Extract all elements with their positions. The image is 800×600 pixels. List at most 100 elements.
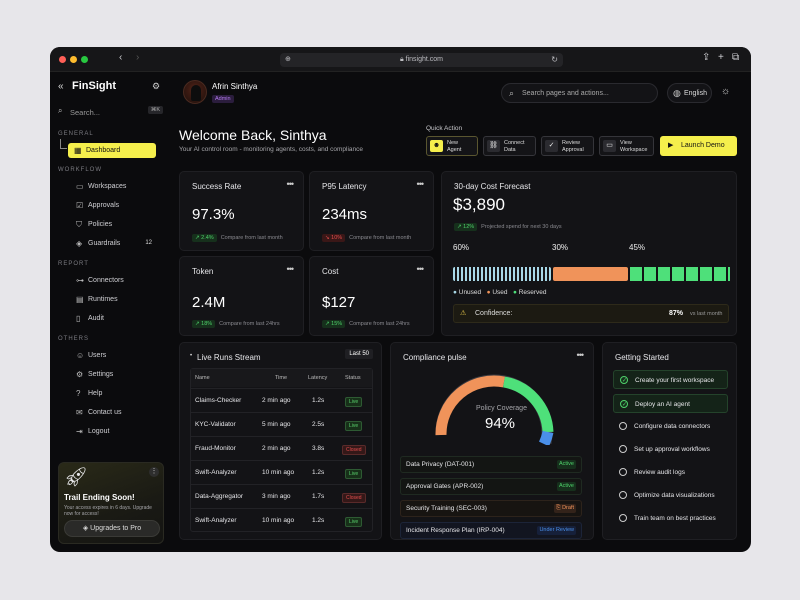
more-icon[interactable]: ••• bbox=[576, 350, 585, 360]
run-name: Fraud-Monitor bbox=[195, 445, 236, 452]
sidebar-item-help[interactable]: ? Help bbox=[74, 386, 156, 401]
plug-icon: ⊶ bbox=[76, 276, 84, 285]
launch-demo-button[interactable]: ▶ Launch Demo bbox=[660, 136, 737, 156]
url-bar[interactable]: ⊕ 🔒︎ finsight.com ↻ bbox=[280, 53, 563, 67]
forecast-bar bbox=[453, 267, 730, 281]
sidebar-item-contact[interactable]: ✉ Contact us bbox=[74, 405, 156, 420]
policy-item[interactable]: Approval Gates (APR-002) Active bbox=[400, 478, 582, 495]
back-icon[interactable]: ‹ bbox=[119, 52, 123, 63]
legend-used: Used bbox=[492, 289, 508, 296]
runs-filter[interactable]: Last 50 bbox=[345, 349, 373, 359]
review-approval-button[interactable]: ✓ Review Approval bbox=[541, 136, 594, 156]
checklist-item[interactable]: Configure data connectors bbox=[613, 417, 728, 436]
delta-note: Projected spend for next 30 days bbox=[481, 224, 562, 230]
table-row[interactable]: Swift-Analyzer 10 min ago 1.2s Live bbox=[191, 508, 372, 531]
upgrade-button[interactable]: ◈ Upgrades to Pro bbox=[64, 520, 160, 537]
table-row[interactable]: Swift-Analyzer 10 min ago 1.2s Live bbox=[191, 460, 372, 483]
delta-note: Compare from last month bbox=[349, 235, 412, 241]
cost-card: Cost ••• $127 ↗ 15% Compare from last 24h… bbox=[309, 256, 434, 336]
sidebar-item-workspaces[interactable]: ▭ Workspaces bbox=[74, 179, 156, 194]
table-row[interactable]: KYC-Validator 5 min ago 2.5s Live bbox=[191, 412, 372, 435]
policy-status-label: Draft bbox=[562, 505, 574, 511]
checklist-item[interactable]: Optimize data visualizations bbox=[613, 486, 728, 505]
connect-data-line2: Data bbox=[504, 147, 516, 153]
checklist-item[interactable]: Set up approval workflows bbox=[613, 440, 728, 459]
sidebar-item-label: Connectors bbox=[88, 277, 124, 284]
collapse-sidebar-icon[interactable]: « bbox=[58, 81, 64, 92]
sidebar-item-policies[interactable]: ⛉ Policies bbox=[74, 217, 156, 232]
tabs-icon[interactable]: ⧉ bbox=[732, 52, 740, 63]
sidebar-search[interactable]: ⌕ Search... ⌘K bbox=[58, 105, 163, 119]
policy-item[interactable]: Security Training (SEC-003) ⎘ Draft bbox=[400, 500, 582, 517]
maximize-window-button[interactable] bbox=[81, 56, 88, 63]
checklist-item[interactable]: Create your first workspace bbox=[613, 370, 728, 391]
reload-icon[interactable]: ↻ bbox=[551, 55, 558, 64]
share-icon[interactable]: ⇪ bbox=[702, 52, 711, 63]
sidebar-item-label: Policies bbox=[88, 221, 113, 228]
policy-status-badge: Under Review bbox=[537, 526, 576, 535]
legend-unused: Unused bbox=[458, 289, 482, 296]
policy-name: Security Training (SEC-003) bbox=[406, 505, 487, 512]
runs-table: Name Time Latency Status Claims-Checker … bbox=[190, 368, 373, 532]
checklist-item[interactable]: Train team on best practices bbox=[613, 509, 728, 528]
theme-toggle-icon[interactable]: ☼ bbox=[721, 86, 731, 97]
connect-data-button[interactable]: ⛓ Connect Data bbox=[483, 136, 536, 156]
status-badge: Closed bbox=[342, 445, 366, 455]
global-search[interactable]: ⌕ Search pages and actions... bbox=[501, 83, 658, 103]
checklist-item[interactable]: Review audit logs bbox=[613, 463, 728, 482]
view-workspace-button[interactable]: ▭ View Workspace bbox=[599, 136, 654, 156]
sidebar-item-guardrails[interactable]: ◈ Guardrails 12 bbox=[74, 236, 156, 251]
avatar[interactable] bbox=[183, 80, 207, 104]
delta-value: 15% bbox=[331, 321, 343, 327]
policy-item[interactable]: Incident Response Plan (IRP-004) Under R… bbox=[400, 522, 582, 539]
sidebar: « FinSight ⚙ ⌕ Search... ⌘K GENERAL ▦ Da… bbox=[50, 72, 170, 552]
checklist-label: Review audit logs bbox=[634, 469, 685, 476]
getting-started-card: Getting Started Create your first worksp… bbox=[602, 342, 737, 540]
sidebar-item-users[interactable]: ☺ Users bbox=[74, 348, 156, 363]
col-status: Status bbox=[345, 375, 361, 381]
kebab-icon[interactable]: ⋮ bbox=[149, 467, 159, 477]
close-window-button[interactable] bbox=[59, 56, 66, 63]
card-title: Success Rate bbox=[192, 182, 242, 191]
guardrail-icon: ◈ bbox=[76, 239, 83, 248]
sidebar-item-approvals[interactable]: ☑ Approvals bbox=[74, 198, 156, 213]
sidebar-item-settings[interactable]: ⚙ Settings bbox=[74, 367, 156, 382]
sidebar-item-logout[interactable]: ⇥ Logout bbox=[74, 424, 156, 439]
more-icon[interactable]: ••• bbox=[416, 179, 425, 189]
legend-dot-reserved: ● bbox=[512, 289, 517, 296]
new-tab-icon[interactable]: + bbox=[718, 52, 724, 63]
sidebar-item-dashboard[interactable]: ▦ Dashboard bbox=[68, 143, 156, 158]
checkbox-icon: ☑ bbox=[76, 201, 84, 210]
gear-icon[interactable]: ⚙ bbox=[152, 81, 161, 91]
delta-pill: ↘ 10% bbox=[322, 234, 346, 242]
dashboard-icon: ▦ bbox=[74, 146, 82, 155]
document-icon: ▯ bbox=[76, 314, 81, 323]
language-selector[interactable]: ◍ English bbox=[667, 83, 712, 103]
forward-icon[interactable]: › bbox=[136, 52, 140, 63]
metric-delta: ↘ 10% Compare from last month bbox=[322, 234, 411, 242]
section-workflow: WORKFLOW bbox=[58, 167, 102, 173]
table-row[interactable]: Fraud-Monitor 2 min ago 3.8s Closed bbox=[191, 436, 372, 459]
more-icon[interactable]: ••• bbox=[286, 179, 295, 189]
col-time: Time bbox=[275, 375, 288, 381]
sidebar-item-connectors[interactable]: ⊶ Connectors bbox=[74, 273, 156, 288]
minimize-window-button[interactable] bbox=[70, 56, 77, 63]
table-row[interactable]: Data-Aggregator 3 min ago 1.7s Closed bbox=[191, 484, 372, 507]
table-row[interactable]: Claims-Checker 2 min ago 1.2s Live bbox=[191, 388, 372, 411]
sidebar-item-audit[interactable]: ▯ Audit bbox=[74, 311, 156, 326]
policy-item[interactable]: Data Privacy (DAT-001) Active bbox=[400, 456, 582, 473]
run-latency: 1.7s bbox=[312, 493, 325, 500]
sidebar-search-placeholder: Search... bbox=[70, 108, 101, 117]
connect-data-line1: Connect bbox=[504, 140, 525, 146]
run-name: KYC-Validator bbox=[195, 421, 236, 428]
more-icon[interactable]: ••• bbox=[286, 264, 295, 274]
delta-value: 12% bbox=[463, 224, 475, 230]
more-icon[interactable]: ••• bbox=[416, 264, 425, 274]
circle-icon bbox=[619, 445, 627, 453]
policy-name: Incident Response Plan (IRP-004) bbox=[406, 527, 505, 534]
new-agent-button[interactable]: ☻ New Agent bbox=[426, 136, 478, 156]
delta-pill: ↗ 12% bbox=[454, 223, 478, 231]
sidebar-item-runtimes[interactable]: ▤ Runtimes bbox=[74, 292, 156, 307]
gauge-label: Policy Coverage bbox=[476, 405, 527, 412]
checklist-item[interactable]: Deploy an AI agent bbox=[613, 394, 728, 415]
